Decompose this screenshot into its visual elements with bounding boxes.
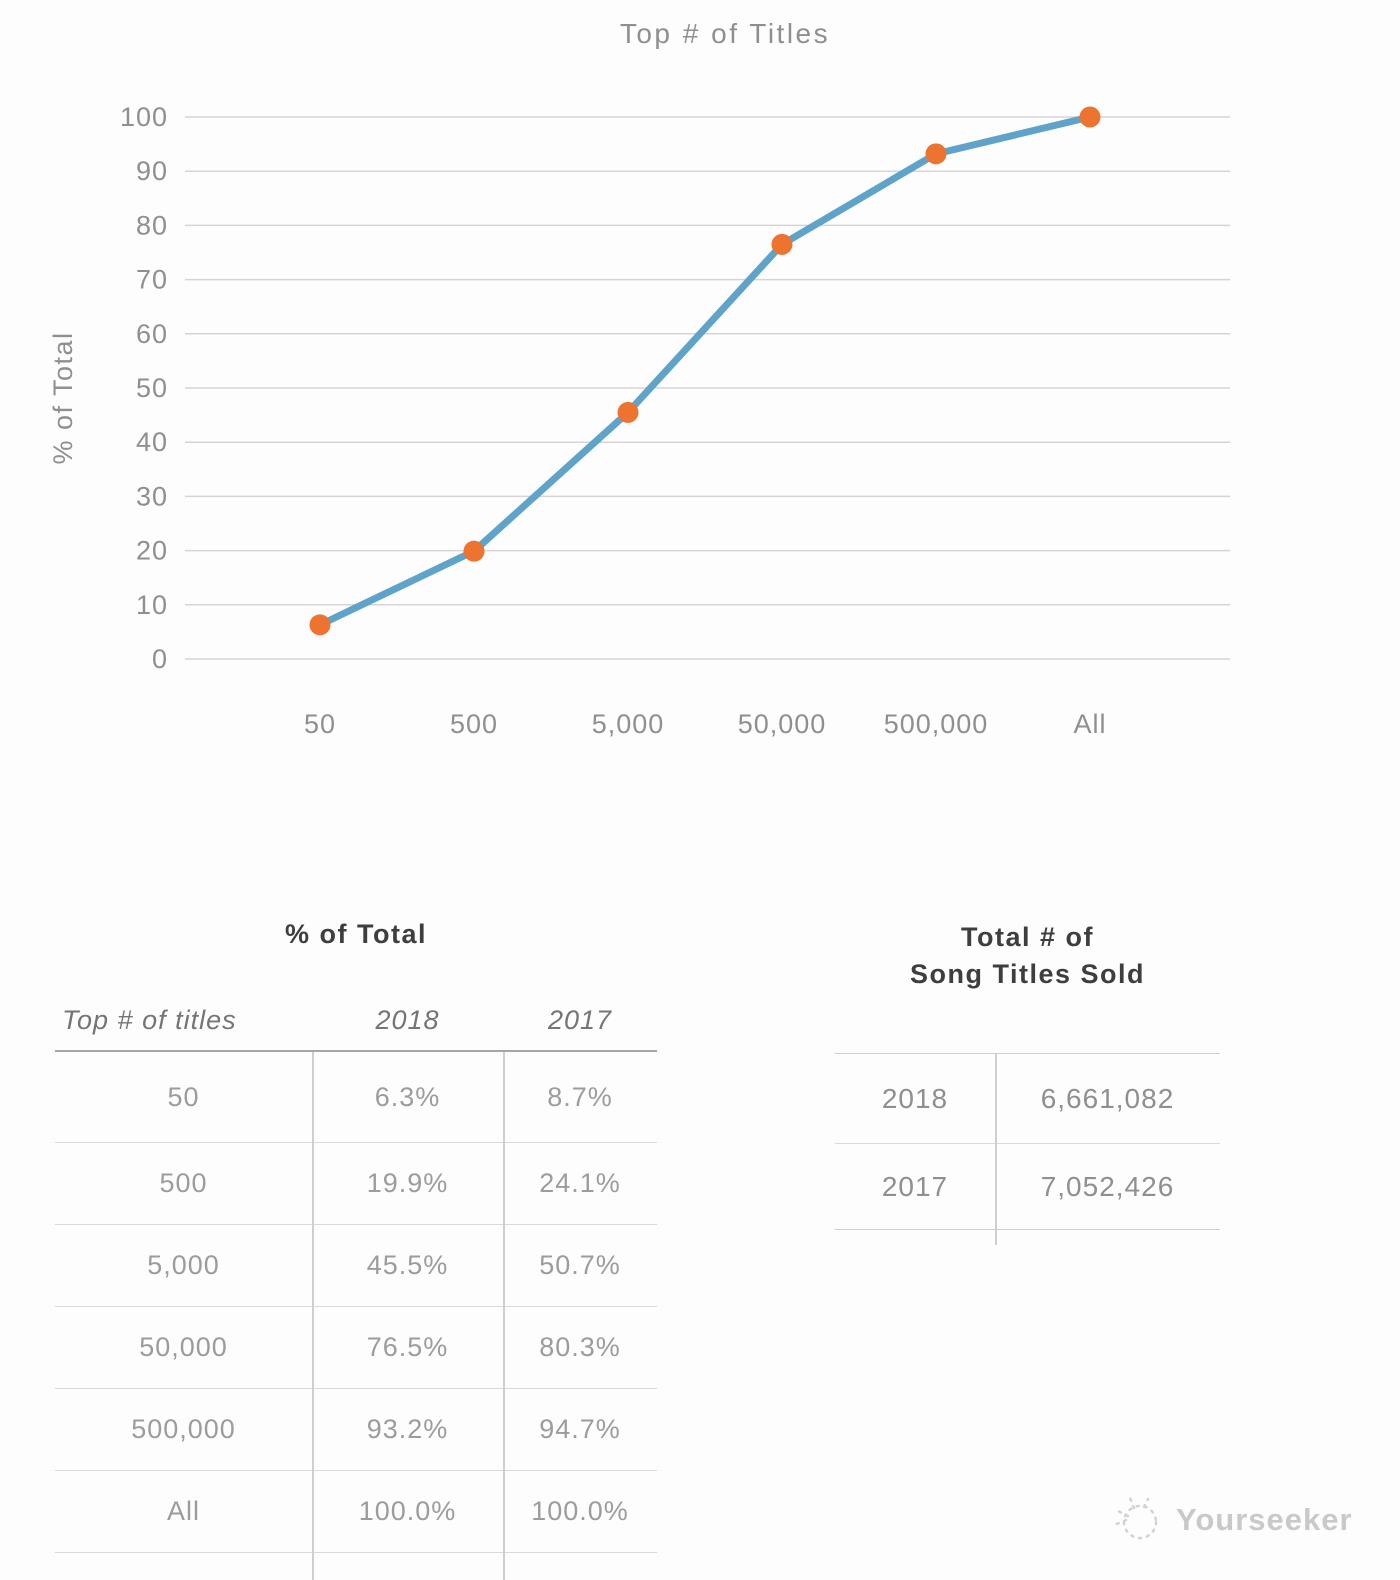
table-cell: 500,000 — [131, 1414, 236, 1444]
y-tick-label: 100 — [120, 102, 168, 132]
table-cell: 50 — [167, 1081, 200, 1112]
table-cell: All — [166, 1496, 200, 1526]
column-header-2017: 2017 — [547, 1005, 613, 1035]
column-header-top-titles: Top # of titles — [62, 1005, 237, 1035]
table-title-line1: Total # of — [961, 922, 1094, 952]
watermark-label: Yourseeker — [1176, 1502, 1353, 1537]
data-point — [617, 401, 639, 423]
table-row: 2017 7,052,426 — [835, 1144, 1220, 1229]
x-tick-label: 500 — [450, 709, 498, 739]
table-row: All 100.0% 100.0% — [55, 1471, 657, 1553]
yourseeker-logo-icon — [1110, 1496, 1158, 1540]
x-tick-label: 50 — [304, 709, 336, 739]
data-point — [1079, 106, 1101, 128]
table-cell: 100.0% — [358, 1496, 457, 1526]
y-axis-label: % of Total — [48, 331, 78, 464]
table-header-row: Top # of titles 2018 2017 — [55, 1000, 657, 1052]
table-cell: 24.1% — [539, 1168, 621, 1198]
y-tick-label: 40 — [136, 427, 168, 457]
column-divider — [312, 1052, 314, 1580]
column-header-2018: 2018 — [375, 1005, 440, 1035]
table-cell: 76.5% — [366, 1332, 449, 1362]
table-row: 2018 6,661,082 — [835, 1054, 1220, 1144]
y-tick-label: 30 — [136, 481, 168, 511]
series-line — [316, 113, 1094, 629]
x-tick-label: 500,000 — [884, 709, 989, 739]
y-tick-label: 60 — [136, 319, 168, 349]
table-cell: 45.5% — [366, 1250, 449, 1280]
table-cell: 50.7% — [539, 1250, 621, 1280]
table-title: Total # of Song Titles Sold — [835, 919, 1220, 993]
table-cell: 93.2% — [366, 1414, 449, 1444]
data-point — [463, 540, 485, 562]
y-tick-label: 0 — [152, 644, 168, 674]
table-cell: 6.3% — [374, 1081, 441, 1112]
x-tick-label: All — [1073, 709, 1106, 739]
table-row: 500,000 93.2% 94.7% — [55, 1389, 657, 1471]
titles-sold-table: Total # of Song Titles Sold 2018 6,661,08… — [835, 905, 1220, 1265]
y-tick-label: 70 — [136, 265, 168, 295]
table-cell: 500 — [159, 1168, 208, 1198]
x-tick-label: 5,000 — [592, 709, 665, 739]
table-row: 50 6.3% 8.7% — [55, 1052, 657, 1143]
table-body: 2018 6,661,082 2017 7,052,426 — [835, 1053, 1220, 1230]
chart-title: Top # of Titles — [619, 18, 831, 49]
y-tick-label: 20 — [136, 536, 168, 566]
percent-of-total-table: % of Total Top # of titles 2018 2017 50 6… — [55, 905, 657, 1580]
data-point — [925, 143, 947, 165]
table-title: % of Total — [285, 919, 427, 949]
table-cell: 94.7% — [539, 1414, 621, 1444]
column-divider — [995, 1053, 997, 1245]
table-title-line2: Song Titles Sold — [909, 959, 1146, 989]
y-tick-label: 80 — [136, 210, 168, 240]
value-cell: 7,052,426 — [1040, 1170, 1175, 1202]
x-tick-label: 50,000 — [738, 709, 827, 739]
y-tick-label: 50 — [136, 373, 168, 403]
table-cell: 50,000 — [139, 1332, 228, 1362]
watermark: Yourseeker — [1104, 1488, 1353, 1552]
y-tick-label: 10 — [136, 590, 168, 620]
line-chart: 0 10 20 30 40 50 60 70 80 90 100 50 500 5,000 50,000 50… — [48, 102, 1230, 739]
y-tick-label: 90 — [136, 156, 168, 186]
table-cell: 100.0% — [531, 1496, 629, 1526]
table-cell: 19.9% — [366, 1168, 449, 1198]
value-cell: 6,661,082 — [1040, 1082, 1175, 1114]
data-point — [309, 614, 331, 636]
year-cell: 2017 — [881, 1170, 949, 1202]
table-cell: 80.3% — [539, 1332, 621, 1362]
table-row: 50,000 76.5% 80.3% — [55, 1307, 657, 1389]
table-cell: 8.7% — [547, 1081, 613, 1112]
table-row: 500 19.9% 24.1% — [55, 1143, 657, 1225]
table-row: 5,000 45.5% 50.7% — [55, 1225, 657, 1307]
year-cell: 2018 — [881, 1082, 949, 1114]
column-divider — [503, 1052, 505, 1580]
table-body: 50 6.3% 8.7% 500 19.9% 24.1% 5,000 45.5% 50.7% 50… — [55, 1052, 657, 1553]
table-cell: 5,000 — [147, 1250, 220, 1280]
data-point — [771, 233, 793, 255]
